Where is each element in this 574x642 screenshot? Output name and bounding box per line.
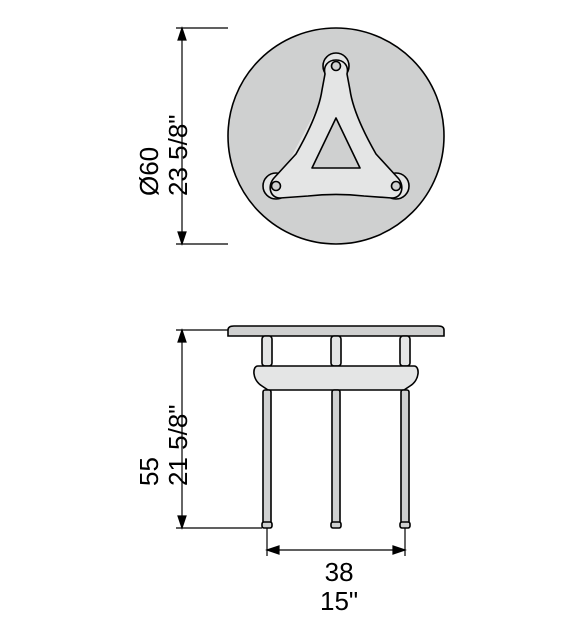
dim-leg-span-cm: 38 <box>320 558 358 587</box>
dim-diameter-in: 23 5/8" <box>164 114 193 196</box>
dim-diameter-cm: Ø60 <box>135 114 164 196</box>
dim-diameter: Ø60 23 5/8" <box>135 114 192 196</box>
technical-drawing <box>0 0 574 642</box>
top-view <box>176 28 444 244</box>
dim-height-cm: 55 <box>135 404 164 486</box>
dim-height: 55 21 5/8" <box>135 404 192 486</box>
diagram-root: Ø60 23 5/8" 55 21 5/8" 38 15" <box>0 0 574 642</box>
dim-leg-span-in: 15" <box>320 587 358 616</box>
dim-leg-span: 38 15" <box>320 558 358 615</box>
side-view <box>176 326 444 556</box>
dim-height-in: 21 5/8" <box>164 404 193 486</box>
